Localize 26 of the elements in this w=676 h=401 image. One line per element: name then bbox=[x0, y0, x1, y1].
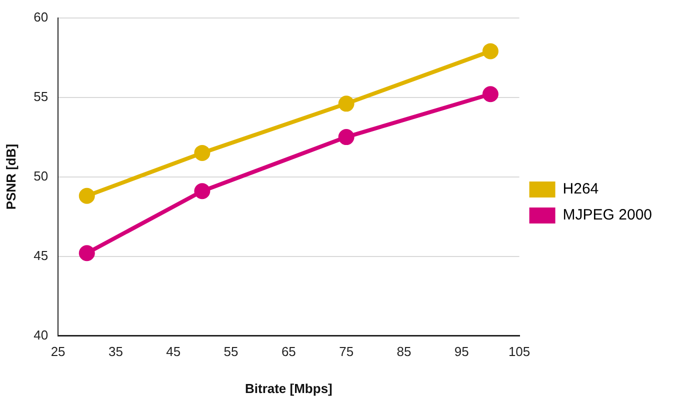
y-tick-label: 40 bbox=[34, 327, 48, 342]
point bbox=[194, 144, 210, 161]
x-tick-label: 35 bbox=[108, 344, 123, 360]
x-tick-label: 25 bbox=[50, 344, 66, 360]
point bbox=[78, 188, 95, 204]
point bbox=[482, 43, 498, 60]
x-tick-label: 45 bbox=[166, 344, 181, 360]
x-tick-label: 105 bbox=[508, 344, 530, 360]
x-tick-label: 75 bbox=[339, 344, 354, 360]
x-tick-label: 55 bbox=[224, 344, 238, 360]
point bbox=[338, 96, 354, 112]
y-axis-title: PSNR [dB] bbox=[3, 144, 18, 210]
x-tick-label: 95 bbox=[454, 344, 469, 360]
y-tick-label: 50 bbox=[34, 168, 48, 184]
point bbox=[194, 183, 210, 200]
y-tick-label: 45 bbox=[34, 248, 48, 263]
x-tick-label: 85 bbox=[396, 344, 412, 360]
y-tick-label: 60 bbox=[34, 9, 48, 24]
y-tick-label: 55 bbox=[34, 88, 48, 104]
legend-label: MJPEG 2000 bbox=[562, 206, 652, 224]
legend-label: H264 bbox=[562, 180, 599, 198]
point bbox=[78, 245, 95, 262]
point bbox=[338, 129, 354, 146]
x-axis-title: Bitrate [Mbps] bbox=[244, 380, 332, 396]
x-tick-label: 65 bbox=[281, 344, 296, 360]
point bbox=[482, 86, 498, 102]
